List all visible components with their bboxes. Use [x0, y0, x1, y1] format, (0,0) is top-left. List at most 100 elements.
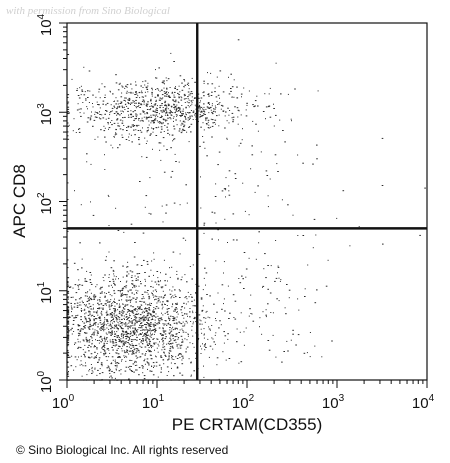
- scatter-point: [132, 344, 134, 346]
- scatter-point: [155, 109, 157, 111]
- scatter-point: [138, 351, 140, 353]
- scatter-point: [68, 356, 71, 358]
- scatter-point: [179, 372, 181, 374]
- scatter-point: [143, 334, 145, 336]
- scatter-point: [150, 326, 152, 327]
- scatter-point: [257, 105, 259, 107]
- scatter-point: [106, 348, 109, 350]
- scatter-point: [141, 92, 143, 94]
- scatter-point: [185, 331, 187, 333]
- scatter-point: [98, 117, 100, 119]
- scatter-point: [160, 116, 162, 118]
- scatter-point: [100, 327, 102, 329]
- scatter-point: [109, 373, 111, 374]
- scatter-point: [121, 333, 123, 335]
- scatter-point: [98, 357, 101, 359]
- scatter-point: [96, 347, 98, 349]
- scatter-point: [155, 135, 158, 136]
- scatter-point: [136, 364, 138, 366]
- scatter-point: [193, 370, 195, 372]
- scatter-point: [144, 113, 146, 115]
- scatter-point: [101, 328, 103, 329]
- scatter-point: [252, 120, 254, 122]
- scatter-point: [148, 330, 150, 332]
- scatter-point: [102, 117, 105, 119]
- scatter-point: [128, 336, 130, 338]
- scatter-point: [74, 343, 75, 345]
- scatter-point: [128, 136, 130, 138]
- scatter-point: [119, 306, 121, 308]
- scatter-point: [105, 356, 108, 358]
- scatter-point: [93, 334, 95, 336]
- scatter-point: [211, 119, 214, 121]
- scatter-point: [67, 308, 69, 310]
- scatter-point: [141, 96, 144, 98]
- scatter-point: [163, 342, 165, 344]
- scatter-point: [97, 299, 99, 301]
- scatter-point: [186, 131, 188, 133]
- scatter-point: [155, 356, 157, 358]
- scatter-point: [123, 125, 125, 126]
- scatter-point: [78, 284, 81, 286]
- x-tick-label: 102: [232, 393, 255, 412]
- scatter-point: [85, 338, 88, 340]
- scatter-point: [174, 91, 176, 93]
- scatter-point: [147, 317, 150, 319]
- scatter-point: [103, 349, 105, 351]
- scatter-point: [99, 328, 101, 330]
- scatter-point: [161, 334, 163, 336]
- scatter-point: [163, 131, 165, 132]
- scatter-point: [150, 354, 152, 356]
- scatter-point: [80, 94, 82, 96]
- scatter-point: [179, 253, 181, 255]
- scatter-point: [164, 108, 167, 110]
- scatter-point: [171, 306, 173, 308]
- scatter-point: [96, 116, 98, 118]
- scatter-point: [78, 128, 81, 130]
- scatter-point: [103, 320, 105, 322]
- scatter-point: [155, 119, 157, 121]
- scatter-point: [186, 84, 188, 85]
- scatter-point: [101, 310, 103, 312]
- scatter-point: [210, 109, 212, 111]
- tick-label-exponent: 0: [36, 370, 47, 376]
- scatter-point: [218, 125, 220, 127]
- scatter-point: [84, 316, 86, 318]
- scatter-point: [159, 105, 162, 107]
- scatter-point: [255, 123, 257, 125]
- scatter-point: [292, 333, 294, 335]
- scatter-point: [269, 292, 272, 294]
- scatter-point: [96, 330, 98, 332]
- scatter-point: [114, 333, 116, 335]
- scatter-point: [110, 331, 113, 333]
- scatter-point: [67, 307, 70, 309]
- scatter-point: [123, 308, 126, 310]
- scatter-point: [73, 331, 75, 332]
- scatter-point: [179, 120, 181, 122]
- scatter-point: [85, 280, 87, 282]
- scatter-point: [88, 297, 90, 299]
- scatter-point: [284, 307, 286, 309]
- scatter-point: [190, 321, 192, 322]
- scatter-point: [139, 314, 142, 316]
- scatter-point: [172, 329, 174, 331]
- scatter-point: [215, 107, 217, 109]
- scatter-point: [134, 322, 136, 324]
- scatter-point: [142, 338, 144, 339]
- scatter-point: [172, 303, 174, 305]
- scatter-point: [182, 357, 184, 359]
- scatter-point: [84, 305, 87, 307]
- scatter-point: [161, 103, 163, 104]
- scatter-point: [190, 110, 192, 111]
- scatter-point: [231, 112, 234, 114]
- scatter-point: [164, 95, 166, 97]
- scatter-point: [313, 218, 316, 220]
- scatter-point: [209, 103, 210, 105]
- scatter-point: [67, 283, 69, 285]
- scatter-point: [81, 90, 84, 92]
- scatter-point: [173, 322, 176, 324]
- scatter-point: [181, 363, 184, 365]
- scatter-point: [210, 95, 213, 96]
- scatter-point: [157, 116, 159, 118]
- scatter-point: [126, 311, 128, 313]
